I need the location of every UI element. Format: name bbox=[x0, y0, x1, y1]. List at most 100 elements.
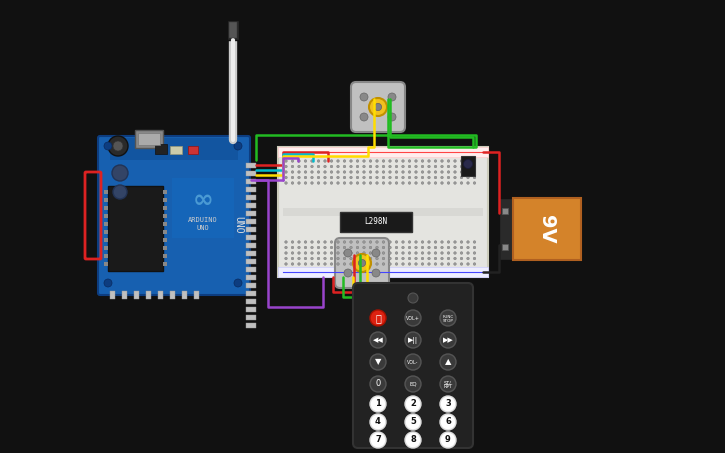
Circle shape bbox=[323, 171, 326, 173]
Circle shape bbox=[336, 171, 339, 173]
Circle shape bbox=[415, 182, 418, 184]
Circle shape bbox=[441, 257, 443, 260]
Circle shape bbox=[104, 142, 112, 150]
Circle shape bbox=[428, 257, 431, 260]
Circle shape bbox=[336, 252, 339, 254]
Bar bbox=[110, 291, 115, 299]
Bar bbox=[461, 156, 475, 176]
Bar bbox=[163, 222, 167, 226]
Circle shape bbox=[447, 165, 450, 168]
Circle shape bbox=[311, 252, 313, 254]
Circle shape bbox=[473, 160, 476, 162]
Circle shape bbox=[473, 182, 476, 184]
Circle shape bbox=[454, 257, 456, 260]
Circle shape bbox=[343, 182, 346, 184]
Circle shape bbox=[318, 257, 320, 260]
Circle shape bbox=[454, 160, 456, 162]
Circle shape bbox=[467, 241, 469, 243]
Circle shape bbox=[304, 182, 307, 184]
Circle shape bbox=[323, 241, 326, 243]
Text: ◀◀: ◀◀ bbox=[373, 337, 384, 343]
Bar bbox=[104, 222, 108, 226]
Circle shape bbox=[285, 257, 287, 260]
Text: ⏻: ⏻ bbox=[375, 313, 381, 323]
Circle shape bbox=[298, 241, 300, 243]
Circle shape bbox=[440, 414, 456, 430]
Circle shape bbox=[405, 310, 421, 326]
Circle shape bbox=[291, 165, 294, 168]
Circle shape bbox=[298, 263, 300, 265]
Text: 9: 9 bbox=[445, 435, 451, 444]
Circle shape bbox=[402, 246, 405, 249]
Circle shape bbox=[473, 171, 476, 173]
Bar bbox=[246, 179, 256, 184]
Circle shape bbox=[376, 182, 378, 184]
Circle shape bbox=[304, 160, 307, 162]
Circle shape bbox=[344, 249, 352, 257]
Circle shape bbox=[234, 279, 242, 287]
Circle shape bbox=[402, 165, 405, 168]
Circle shape bbox=[343, 171, 346, 173]
Circle shape bbox=[356, 263, 359, 265]
Circle shape bbox=[440, 332, 456, 348]
Bar bbox=[502, 244, 508, 250]
Circle shape bbox=[454, 263, 456, 265]
Circle shape bbox=[441, 182, 443, 184]
Circle shape bbox=[454, 176, 456, 179]
Text: FUNC: FUNC bbox=[442, 315, 454, 319]
Circle shape bbox=[447, 176, 450, 179]
Circle shape bbox=[395, 160, 398, 162]
Circle shape bbox=[336, 160, 339, 162]
Bar bbox=[163, 198, 167, 202]
Circle shape bbox=[369, 241, 372, 243]
Circle shape bbox=[395, 246, 398, 249]
Circle shape bbox=[441, 246, 443, 249]
Circle shape bbox=[434, 246, 436, 249]
Bar bbox=[163, 238, 167, 242]
Circle shape bbox=[304, 252, 307, 254]
Circle shape bbox=[460, 171, 463, 173]
Circle shape bbox=[382, 257, 385, 260]
Bar bbox=[104, 214, 108, 218]
Circle shape bbox=[389, 165, 392, 168]
Circle shape bbox=[336, 176, 339, 179]
Circle shape bbox=[467, 160, 469, 162]
Circle shape bbox=[440, 310, 456, 326]
Bar bbox=[122, 291, 127, 299]
Circle shape bbox=[311, 263, 313, 265]
Circle shape bbox=[362, 176, 365, 179]
Circle shape bbox=[428, 165, 431, 168]
Text: 5: 5 bbox=[410, 418, 416, 427]
Circle shape bbox=[369, 160, 372, 162]
Circle shape bbox=[330, 241, 333, 243]
Circle shape bbox=[454, 252, 456, 254]
Circle shape bbox=[362, 171, 365, 173]
Circle shape bbox=[356, 252, 359, 254]
Bar bbox=[110, 138, 238, 160]
Circle shape bbox=[408, 252, 411, 254]
Circle shape bbox=[405, 332, 421, 348]
Circle shape bbox=[382, 252, 385, 254]
Circle shape bbox=[285, 160, 287, 162]
Circle shape bbox=[336, 241, 339, 243]
Circle shape bbox=[311, 182, 313, 184]
Circle shape bbox=[291, 257, 294, 260]
Circle shape bbox=[473, 241, 476, 243]
Text: 1: 1 bbox=[375, 400, 381, 409]
Circle shape bbox=[356, 241, 359, 243]
Circle shape bbox=[434, 252, 436, 254]
Circle shape bbox=[389, 182, 392, 184]
Circle shape bbox=[382, 241, 385, 243]
Circle shape bbox=[330, 252, 333, 254]
Text: VOL-: VOL- bbox=[407, 360, 418, 365]
Bar bbox=[246, 307, 256, 312]
Circle shape bbox=[447, 171, 450, 173]
Circle shape bbox=[318, 182, 320, 184]
Circle shape bbox=[388, 113, 396, 121]
Circle shape bbox=[402, 241, 405, 243]
Circle shape bbox=[374, 103, 381, 111]
Bar bbox=[227, 20, 239, 40]
Circle shape bbox=[388, 93, 396, 101]
Circle shape bbox=[405, 432, 421, 448]
Circle shape bbox=[285, 165, 287, 168]
